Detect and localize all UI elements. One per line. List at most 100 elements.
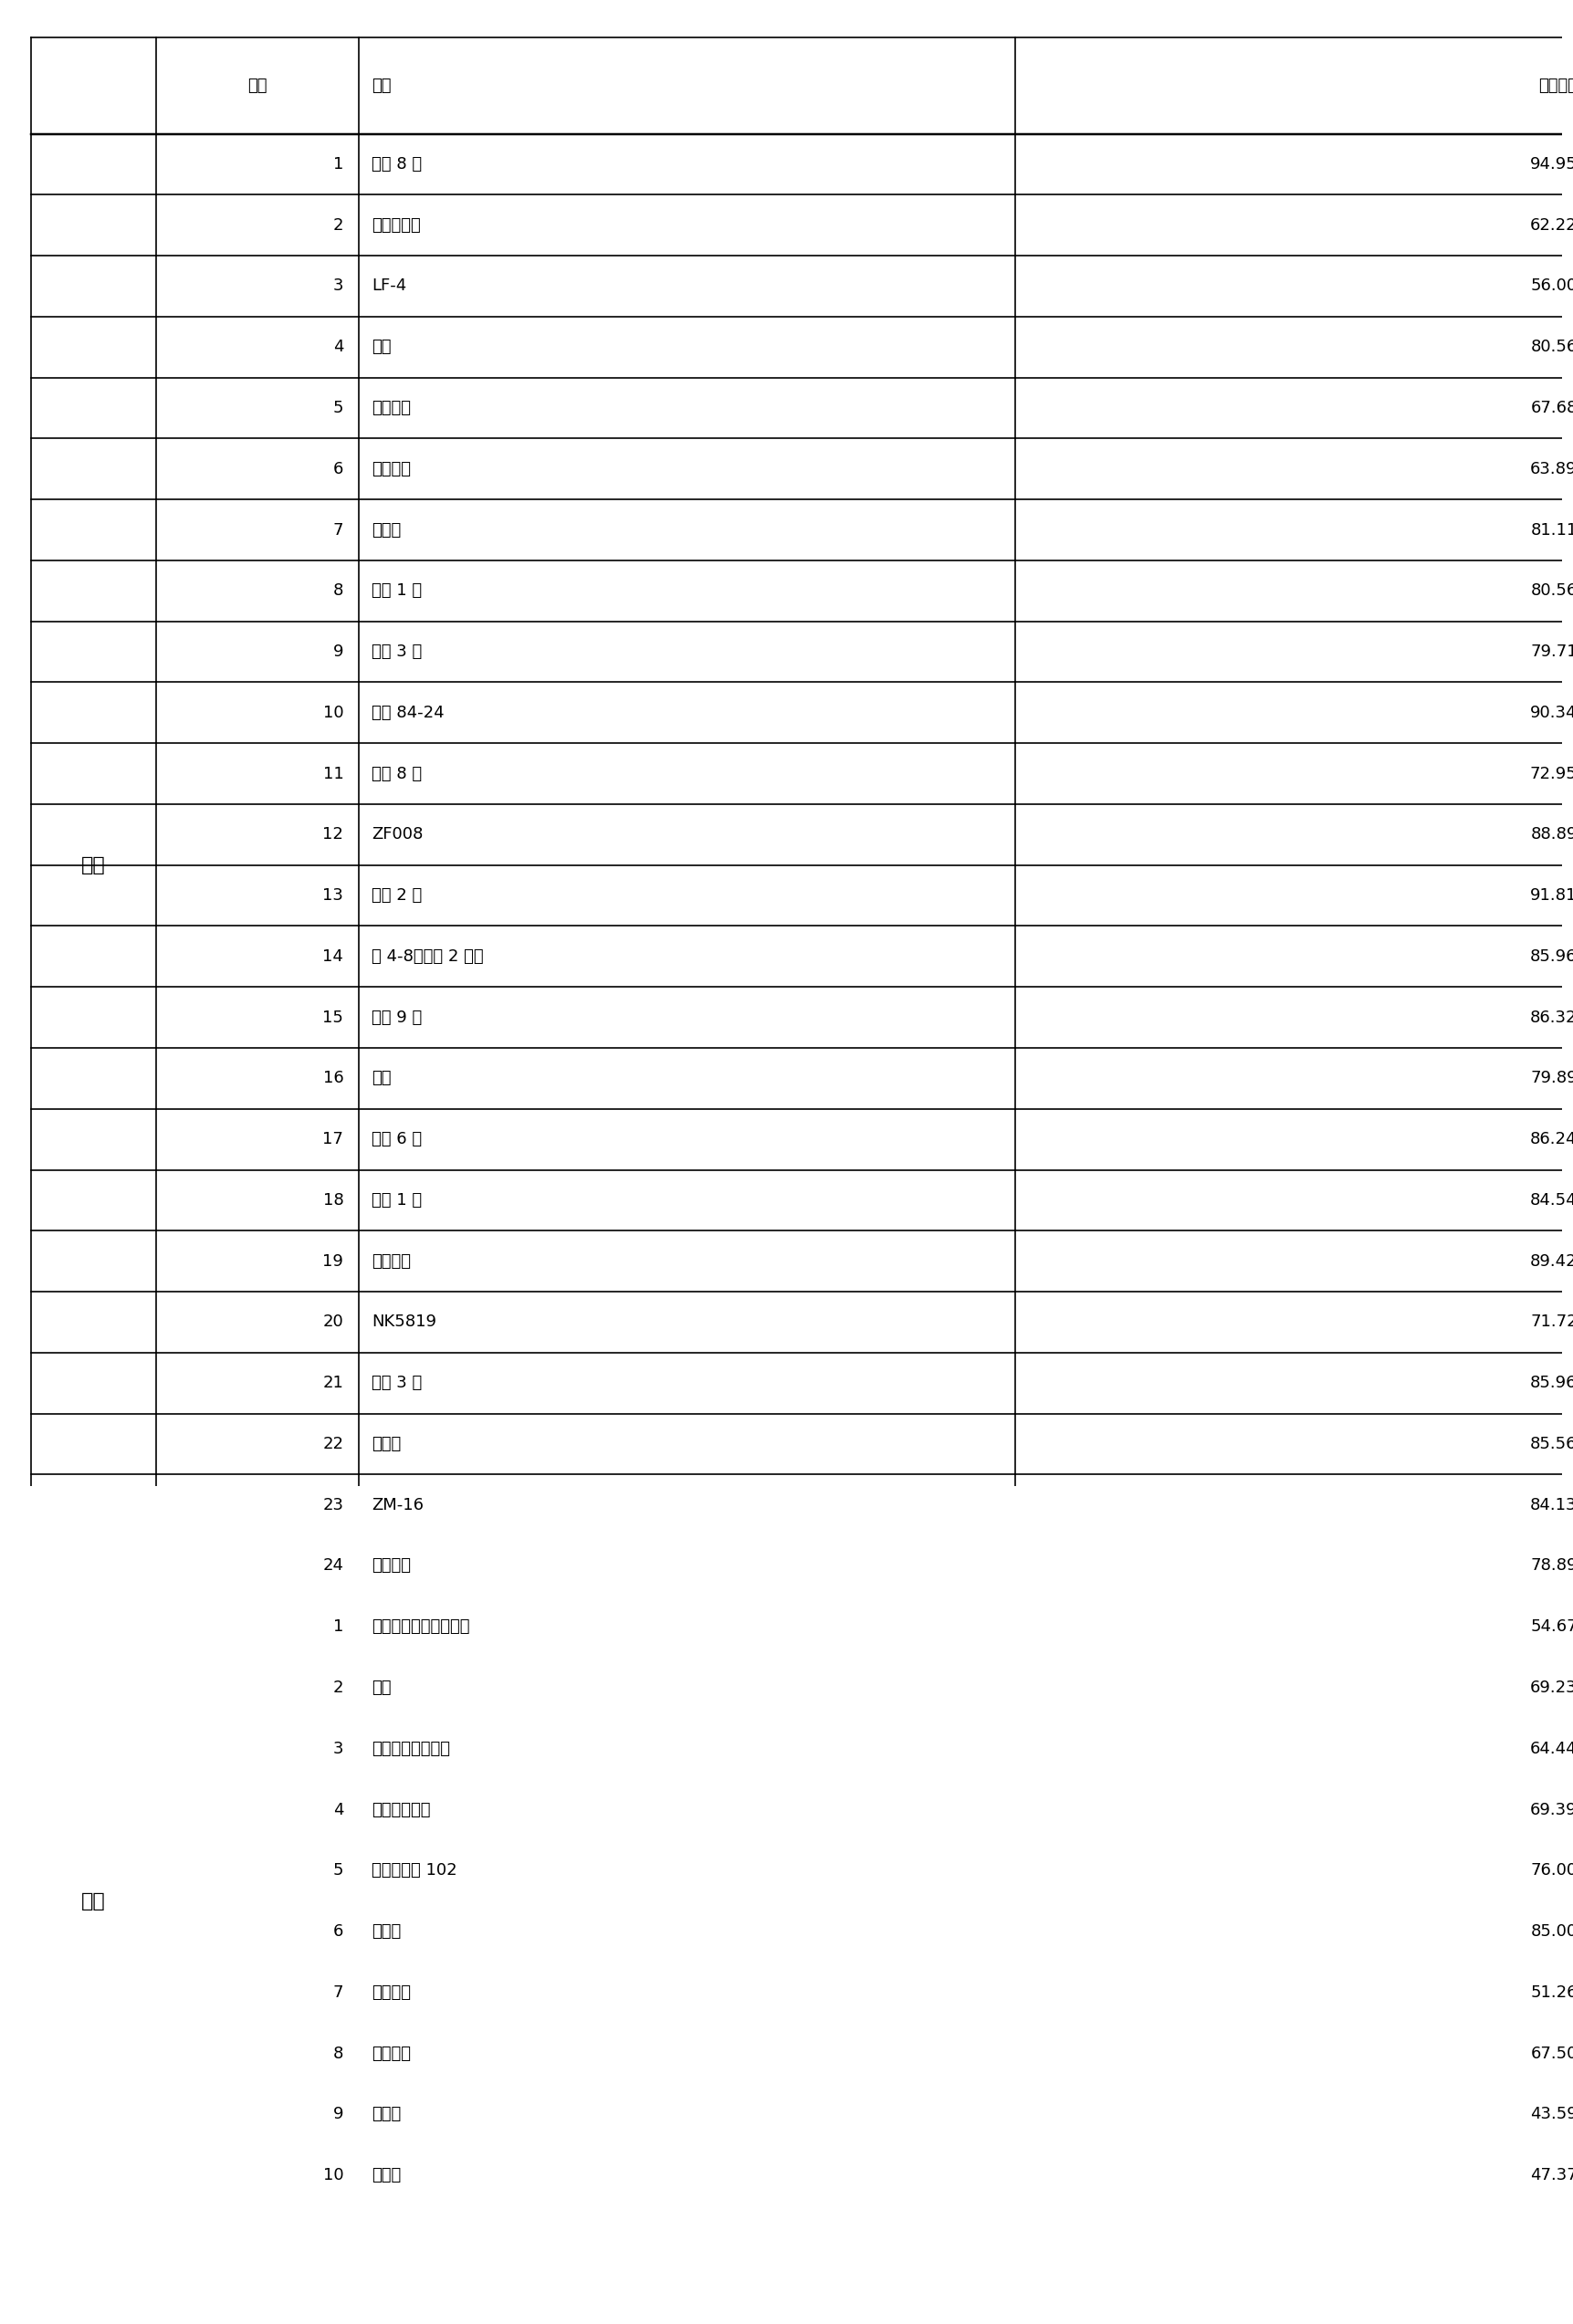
Text: 78.89: 78.89 xyxy=(1529,1557,1573,1573)
Text: 美都（青皮绿肉甜瓜）: 美都（青皮绿肉甜瓜） xyxy=(371,1618,470,1636)
Text: 20: 20 xyxy=(322,1313,343,1329)
Text: 黑 4-8（浙密 2 号）: 黑 4-8（浙密 2 号） xyxy=(371,948,483,964)
Text: ZF008: ZF008 xyxy=(371,827,423,844)
Text: 2: 2 xyxy=(333,216,343,232)
Text: 18: 18 xyxy=(322,1192,343,1208)
Text: 丽方: 丽方 xyxy=(371,339,392,356)
Text: 早佳 84-24: 早佳 84-24 xyxy=(371,704,444,720)
Text: 9: 9 xyxy=(333,2106,343,2122)
Text: 病情指数: 病情指数 xyxy=(1537,77,1573,93)
Text: 69.23: 69.23 xyxy=(1529,1680,1573,1697)
Text: 91.81: 91.81 xyxy=(1529,888,1573,904)
Text: 4: 4 xyxy=(333,339,343,356)
Text: 西域星: 西域星 xyxy=(371,1436,401,1452)
Text: 43.59: 43.59 xyxy=(1529,2106,1573,2122)
Text: 东方娇子: 东方娇子 xyxy=(371,1557,411,1573)
Text: 22: 22 xyxy=(322,1436,343,1452)
Text: 黄金蜜: 黄金蜜 xyxy=(371,1924,401,1941)
Text: 88.89: 88.89 xyxy=(1529,827,1573,844)
Text: 10: 10 xyxy=(322,704,343,720)
Text: 卡其儿: 卡其儿 xyxy=(371,521,401,539)
Text: 卫星 8 号: 卫星 8 号 xyxy=(371,765,422,781)
Text: 76.00: 76.00 xyxy=(1531,1862,1573,1878)
Text: 69.39: 69.39 xyxy=(1529,1801,1573,1817)
Text: 十条棱黄金瓜: 十条棱黄金瓜 xyxy=(371,1801,431,1817)
Text: 81.11: 81.11 xyxy=(1529,521,1573,539)
Text: 7: 7 xyxy=(333,521,343,539)
Text: 美都（花皮梢瓜）: 美都（花皮梢瓜） xyxy=(371,1741,450,1757)
Text: 14: 14 xyxy=(322,948,343,964)
Text: 精品青玉: 精品青玉 xyxy=(371,1985,411,2001)
Text: 8: 8 xyxy=(333,2045,343,2061)
Text: 16: 16 xyxy=(322,1069,343,1088)
Text: 翡翠 3 号: 翡翠 3 号 xyxy=(371,644,422,660)
Text: 89.42: 89.42 xyxy=(1529,1253,1573,1269)
Text: 24: 24 xyxy=(322,1557,343,1573)
Text: 21: 21 xyxy=(322,1376,343,1392)
Text: 6: 6 xyxy=(333,460,343,476)
Text: 品种: 品种 xyxy=(371,77,392,93)
Text: 1: 1 xyxy=(333,156,343,172)
Text: 85.00: 85.00 xyxy=(1531,1924,1573,1941)
Text: 79.71: 79.71 xyxy=(1529,644,1573,660)
Text: ZM-16: ZM-16 xyxy=(371,1497,423,1513)
Text: 超甜地雷王: 超甜地雷王 xyxy=(371,216,420,232)
Text: 64.44: 64.44 xyxy=(1529,1741,1573,1757)
Text: 日本甜宝: 日本甜宝 xyxy=(371,2045,411,2061)
Text: 5: 5 xyxy=(333,1862,343,1878)
Text: 94.95: 94.95 xyxy=(1529,156,1573,172)
Text: 63.89: 63.89 xyxy=(1529,460,1573,476)
Text: 美玉: 美玉 xyxy=(371,1680,392,1697)
Text: 13: 13 xyxy=(322,888,343,904)
Text: 86.24: 86.24 xyxy=(1529,1132,1573,1148)
Text: 85.96: 85.96 xyxy=(1529,948,1573,964)
Text: 51.26: 51.26 xyxy=(1529,1985,1573,2001)
Text: 京欣 1 号: 京欣 1 号 xyxy=(371,583,422,600)
Text: 85.56: 85.56 xyxy=(1529,1436,1573,1452)
Text: 苏蜜 1 号: 苏蜜 1 号 xyxy=(371,1192,422,1208)
Text: 19: 19 xyxy=(322,1253,343,1269)
Text: NK5819: NK5819 xyxy=(371,1313,436,1329)
Text: 9: 9 xyxy=(333,644,343,660)
Text: 72.95: 72.95 xyxy=(1529,765,1573,781)
Text: 80.56: 80.56 xyxy=(1529,339,1573,356)
Text: 80.56: 80.56 xyxy=(1529,583,1573,600)
Text: 15: 15 xyxy=(322,1009,343,1025)
Text: 8: 8 xyxy=(333,583,343,600)
Text: 甘露: 甘露 xyxy=(371,1069,392,1088)
Text: 3: 3 xyxy=(333,279,343,295)
Text: 12: 12 xyxy=(322,827,343,844)
Text: 5: 5 xyxy=(333,400,343,416)
Text: 10: 10 xyxy=(322,2166,343,2185)
Text: 85.96: 85.96 xyxy=(1529,1376,1573,1392)
Text: 6: 6 xyxy=(333,1924,343,1941)
Text: 浙密 2 号: 浙密 2 号 xyxy=(371,888,422,904)
Text: 54.67: 54.67 xyxy=(1529,1618,1573,1636)
Text: 西瓜: 西瓜 xyxy=(82,855,105,874)
Text: 62.22: 62.22 xyxy=(1529,216,1573,232)
Text: 4: 4 xyxy=(333,1801,343,1817)
Text: 56.00: 56.00 xyxy=(1531,279,1573,295)
Text: 7: 7 xyxy=(333,1985,343,2001)
Text: 奥翔 9 号: 奥翔 9 号 xyxy=(371,1009,422,1025)
Text: 79.89: 79.89 xyxy=(1529,1069,1573,1088)
Text: 11: 11 xyxy=(322,765,343,781)
Text: 3: 3 xyxy=(333,1741,343,1757)
Text: 西农 8 号: 西农 8 号 xyxy=(371,156,422,172)
Text: 茎银佳乐: 茎银佳乐 xyxy=(371,1253,411,1269)
Text: 甜瓜: 甜瓜 xyxy=(82,1892,105,1910)
Text: 84.13: 84.13 xyxy=(1529,1497,1573,1513)
Text: 早熟红玉: 早熟红玉 xyxy=(371,400,411,416)
Text: 71.72: 71.72 xyxy=(1529,1313,1573,1329)
Text: 67.68: 67.68 xyxy=(1529,400,1573,416)
Text: 早春红玉: 早春红玉 xyxy=(371,460,411,476)
Text: 黄金莎: 黄金莎 xyxy=(371,2166,401,2185)
Text: LF-4: LF-4 xyxy=(371,279,406,295)
Text: 23: 23 xyxy=(322,1497,343,1513)
Text: 白沙蜜: 白沙蜜 xyxy=(371,2106,401,2122)
Text: 安生甜太郎 102: 安生甜太郎 102 xyxy=(371,1862,456,1878)
Text: 1: 1 xyxy=(333,1618,343,1636)
Text: 序号: 序号 xyxy=(247,77,267,93)
Text: 17: 17 xyxy=(322,1132,343,1148)
Text: 浙密 6 号: 浙密 6 号 xyxy=(371,1132,422,1148)
